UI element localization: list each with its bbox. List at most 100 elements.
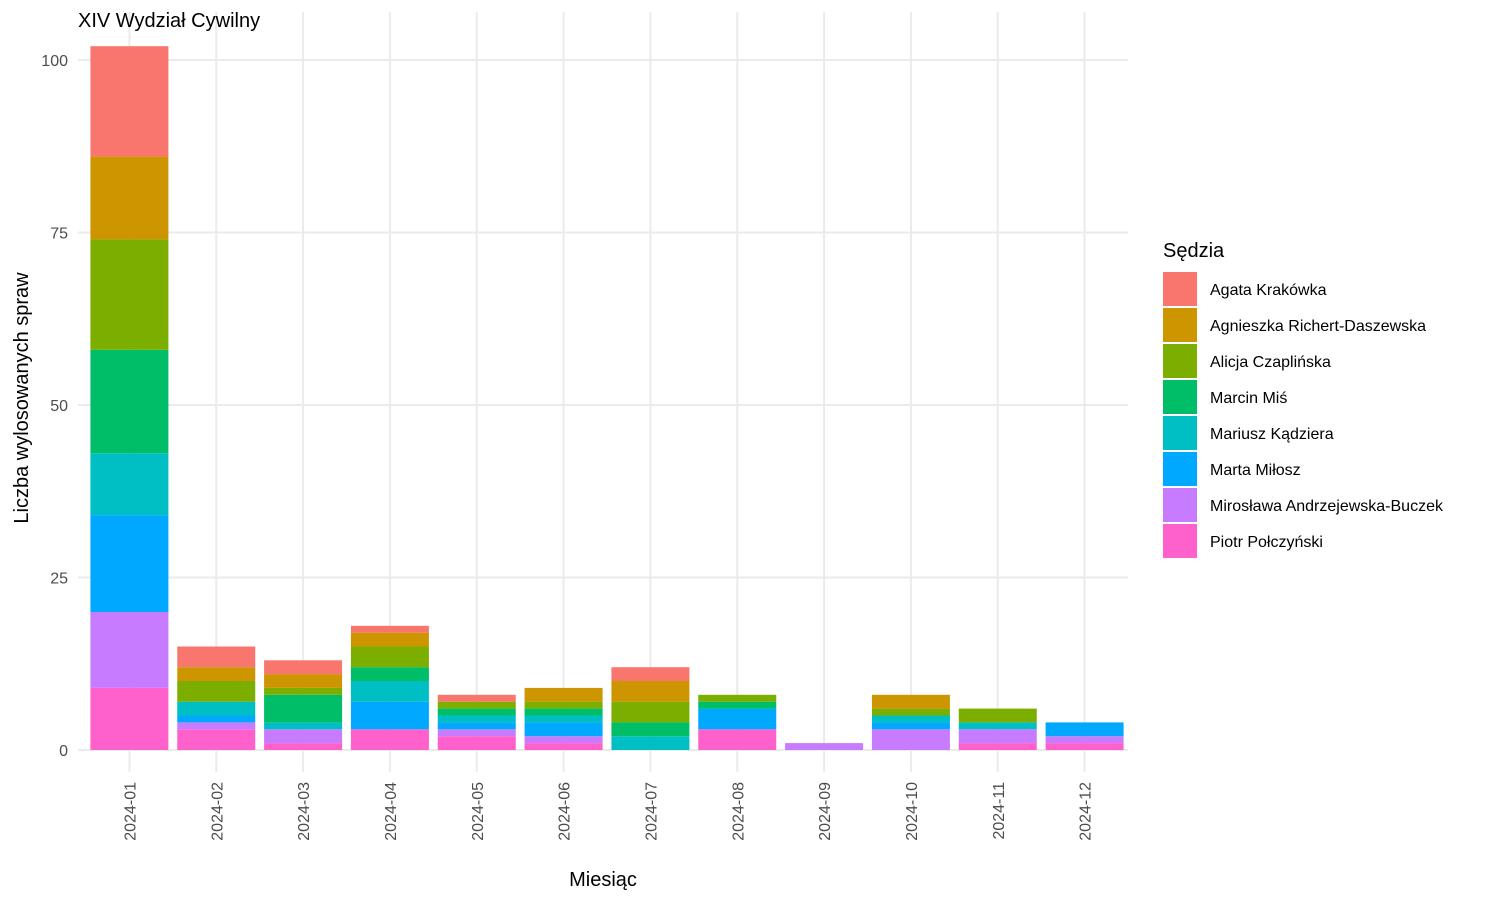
legend-key	[1163, 380, 1197, 414]
y-tick-label: 50	[50, 398, 68, 415]
bar-segment	[437, 722, 516, 730]
bar-segment	[524, 722, 603, 737]
bar-segment	[524, 701, 603, 709]
bar-segment	[90, 46, 169, 157]
legend-key	[1163, 524, 1197, 558]
x-tick-label: 2024-07	[643, 782, 660, 841]
bar-segment	[437, 729, 516, 737]
y-tick-label: 25	[50, 571, 68, 588]
bar-segment	[264, 674, 343, 688]
x-tick-label: 2024-05	[470, 782, 487, 841]
legend: Sędzia Agata Krakówka Agnieszka Richert-D…	[1163, 240, 1444, 558]
bar-segment	[437, 736, 516, 750]
bar-segment	[871, 722, 950, 730]
bar-segment	[871, 715, 950, 723]
bar-segment	[90, 515, 169, 612]
legend-key	[1163, 272, 1197, 306]
bar-segment	[90, 453, 169, 516]
x-tick-label: 2024-11	[991, 782, 1008, 840]
x-axis-title: Miesiąc	[569, 869, 637, 891]
legend-key	[1163, 308, 1197, 342]
bar-segment	[437, 708, 516, 716]
bar-segment	[264, 722, 343, 730]
x-tick-label: 2024-09	[817, 782, 834, 841]
legend-label: Agnieszka Richert-Daszewska	[1210, 318, 1426, 335]
bar-segment	[698, 729, 777, 750]
bar-segment	[177, 701, 256, 716]
bar-segment	[958, 729, 1037, 744]
bar-segment	[611, 701, 690, 723]
bar-segment	[871, 729, 950, 750]
bar-segment	[350, 625, 429, 633]
bar-segment	[698, 694, 777, 702]
legend-label: Piotr Połczyński	[1210, 534, 1323, 551]
bar-segment	[177, 646, 256, 668]
legend-key	[1163, 488, 1197, 522]
x-tick-label: 2024-03	[296, 782, 313, 841]
bar-segment	[90, 612, 169, 688]
legend-label: Marta Miłosz	[1210, 462, 1301, 479]
bar-segment	[871, 708, 950, 716]
y-axis-ticks: 0 25 50 75 100	[41, 53, 68, 760]
bar-segment	[524, 743, 603, 750]
legend-key	[1163, 416, 1197, 450]
x-tick-label: 2024-08	[730, 782, 747, 841]
bar-segment	[958, 722, 1037, 730]
bar-segment	[524, 687, 603, 702]
bar-segment	[90, 156, 169, 240]
bar-segment	[611, 722, 690, 737]
bar-segment	[177, 722, 256, 730]
bar-segment	[350, 646, 429, 668]
y-tick-label: 0	[59, 743, 68, 760]
bar-segment	[524, 736, 603, 744]
bar-segment	[350, 701, 429, 730]
bar-segment	[524, 708, 603, 716]
bar-segment	[350, 729, 429, 750]
bar-segment	[524, 715, 603, 723]
bar-segment	[177, 715, 256, 723]
legend-label: Mariusz Kądziera	[1210, 426, 1334, 443]
bar-segment	[871, 694, 950, 709]
bar-segment	[1045, 736, 1124, 744]
bar-segment	[958, 743, 1037, 750]
legend-label: Alicja Czaplińska	[1210, 354, 1331, 371]
bar-segment	[1045, 722, 1124, 737]
bar-segment	[264, 743, 343, 750]
bar-segment	[264, 729, 343, 744]
legend-label: Marcin Miś	[1210, 390, 1287, 407]
y-tick-label: 75	[50, 226, 68, 243]
x-tick-label: 2024-06	[557, 782, 574, 841]
bar-segment	[90, 239, 169, 350]
bar-segment	[611, 667, 690, 681]
bar-segment	[698, 708, 777, 730]
bar-segment	[177, 681, 256, 702]
bar-segment	[1045, 743, 1124, 750]
bar-segment	[785, 743, 864, 750]
legend-label: Mirosława Andrzejewska-Buczek	[1210, 498, 1444, 515]
x-axis-ticks: 2024-01 2024-02 2024-03 2024-04 2024-05 2024-…	[122, 782, 1094, 841]
bar-segment	[437, 701, 516, 709]
bar-segment	[350, 667, 429, 681]
bar-segment	[264, 660, 343, 675]
x-tick-label: 2024-02	[209, 782, 226, 841]
chart-title: XIV Wydział Cywilny	[78, 10, 260, 32]
bar-segment	[437, 694, 516, 702]
x-tick-label: 2024-10	[904, 782, 921, 841]
bar-segment	[177, 667, 256, 681]
bar-segment	[437, 715, 516, 723]
legend-key	[1163, 344, 1197, 378]
legend-title: Sędzia	[1163, 240, 1225, 262]
x-tick-label: 2024-01	[122, 782, 139, 841]
bar-segment	[90, 349, 169, 454]
bar-segment	[958, 708, 1037, 723]
x-tick-label: 2024-04	[383, 782, 400, 841]
bar-segment	[698, 701, 777, 709]
bar-segment	[350, 681, 429, 702]
legend-key	[1163, 452, 1197, 486]
bar-segment	[264, 687, 343, 695]
bars	[90, 46, 1124, 750]
bar-segment	[350, 632, 429, 647]
bar-segment	[177, 729, 256, 750]
